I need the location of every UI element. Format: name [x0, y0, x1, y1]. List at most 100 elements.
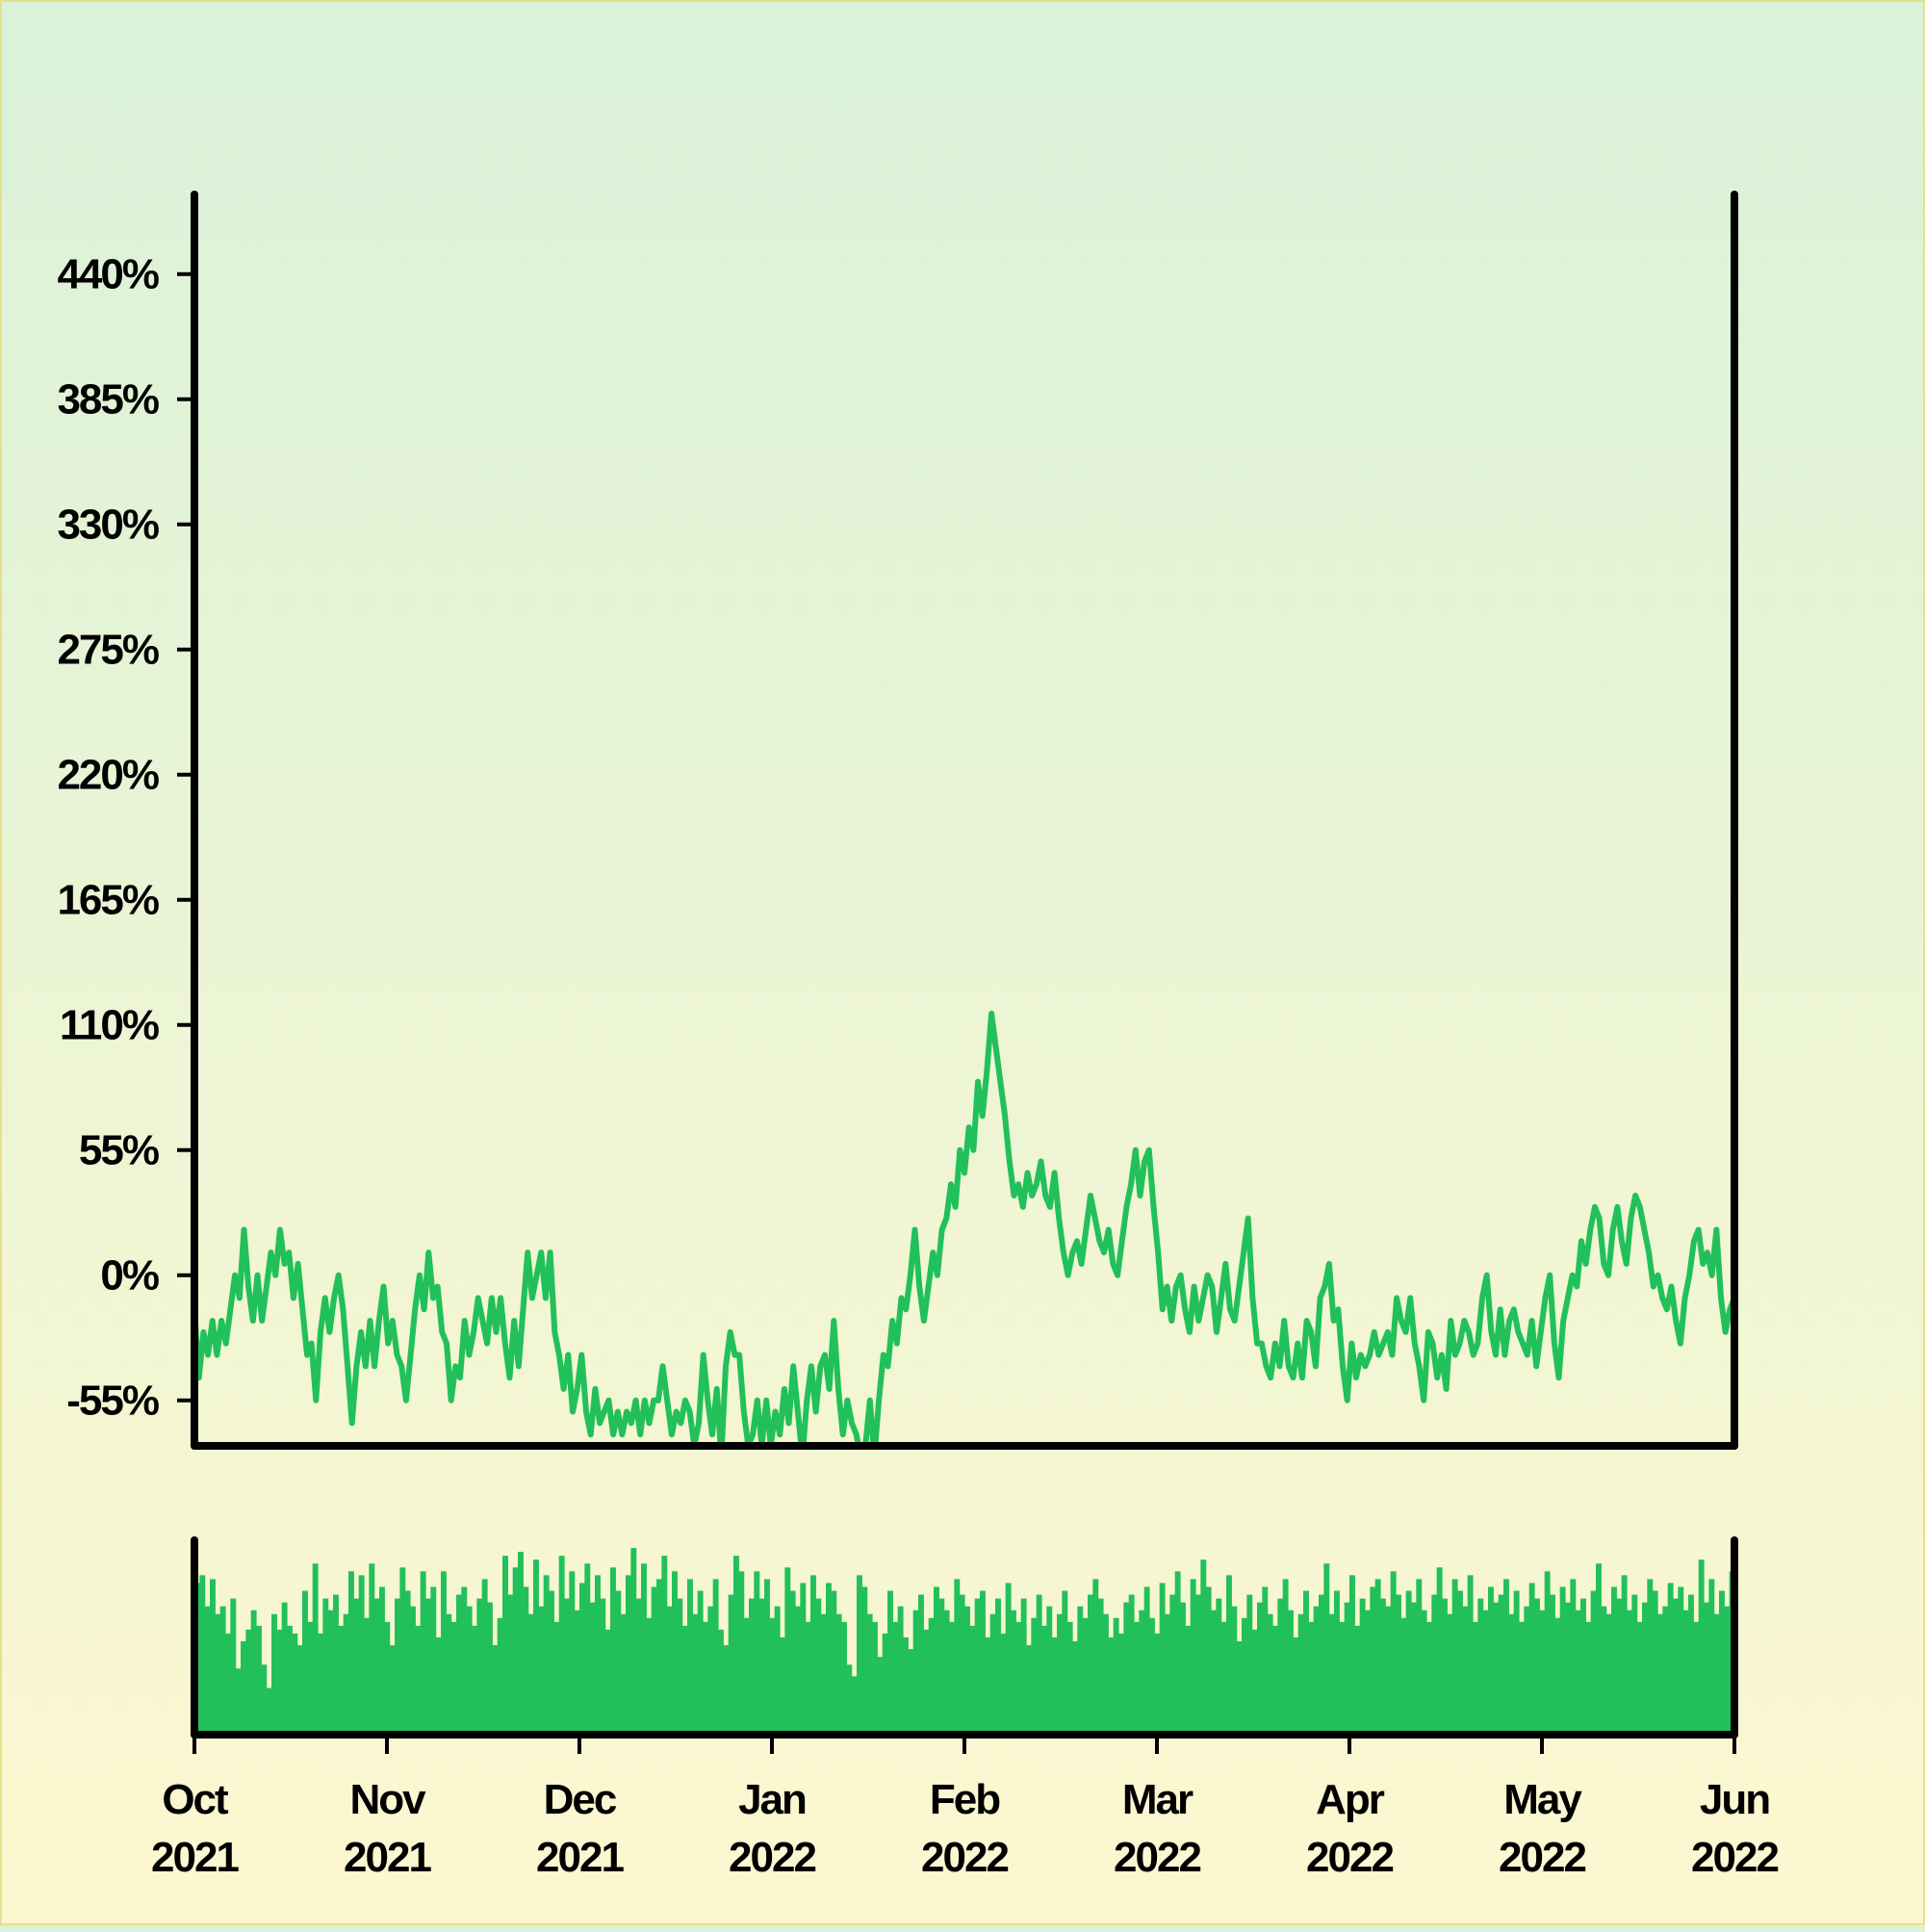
volume-bar: [1313, 1606, 1320, 1735]
volume-bar: [1246, 1594, 1253, 1735]
volume-bar: [415, 1625, 422, 1735]
volume-bar: [800, 1583, 807, 1735]
volume-bar: [1200, 1559, 1207, 1735]
volume-bar: [338, 1625, 345, 1735]
volume-bar: [861, 1586, 868, 1735]
volume-bar: [826, 1583, 832, 1735]
volume-bar: [912, 1610, 919, 1735]
volume-bar: [795, 1606, 801, 1735]
volume-bar: [1297, 1613, 1304, 1735]
volume-bar: [1046, 1606, 1053, 1735]
volume-bar: [333, 1594, 339, 1735]
volume-bar: [250, 1610, 257, 1735]
volume-bar: [1041, 1625, 1047, 1735]
volume-bar: [897, 1606, 904, 1735]
volume-bar: [1390, 1571, 1397, 1735]
volume-bar: [1498, 1594, 1504, 1735]
volume-bar: [476, 1598, 483, 1735]
volume-bar: [1652, 1590, 1658, 1735]
volume-bar: [764, 1579, 770, 1735]
volume-bar: [1323, 1563, 1330, 1735]
volume-bar: [712, 1579, 719, 1735]
volume-bar: [1128, 1594, 1135, 1735]
volume-bar: [1344, 1602, 1350, 1735]
volume-bar: [661, 1556, 668, 1735]
volume-bar: [1174, 1571, 1181, 1735]
volume-bar: [1066, 1621, 1073, 1735]
volume-bar: [1431, 1594, 1438, 1735]
volume-bar: [1051, 1637, 1058, 1735]
volume-bar: [533, 1559, 539, 1735]
volume-bar: [358, 1575, 365, 1735]
x-tick-month: Feb: [930, 1776, 1000, 1823]
volume-bar: [980, 1590, 986, 1735]
volume-bar: [857, 1575, 862, 1735]
volume-bar: [1519, 1621, 1525, 1735]
volume-bar: [969, 1625, 976, 1735]
volume-bar: [651, 1586, 657, 1735]
volume-bar: [1011, 1610, 1016, 1735]
volume-bar: [1565, 1602, 1571, 1735]
volume-bar: [364, 1617, 370, 1735]
volume-bar: [877, 1657, 884, 1735]
volume-bar: [502, 1556, 508, 1735]
volume-bar: [697, 1590, 704, 1735]
volume-bar: [1447, 1613, 1453, 1735]
x-tick-year: 2021: [151, 1834, 239, 1881]
volume-bar: [1216, 1598, 1222, 1735]
volume-bar: [1257, 1602, 1263, 1735]
volume-bar: [538, 1606, 545, 1735]
volume-bar: [851, 1676, 858, 1735]
volume-bar: [518, 1552, 524, 1735]
series-line: [194, 1010, 1734, 1446]
volume-bar: [615, 1590, 622, 1735]
volume-bar: [985, 1637, 991, 1735]
volume-bar: [1554, 1617, 1561, 1735]
volume-bar: [1503, 1579, 1509, 1735]
volume-bar: [928, 1617, 935, 1735]
volume-bar: [230, 1598, 237, 1735]
volume-bar: [805, 1621, 811, 1735]
volume-bar: [1396, 1594, 1401, 1735]
volume-bar: [1673, 1598, 1679, 1735]
volume-bar: [312, 1563, 319, 1735]
volume-bar: [626, 1575, 631, 1735]
volume-bar: [1698, 1559, 1705, 1735]
volume-bar: [1082, 1617, 1089, 1735]
volume-bar: [646, 1617, 653, 1735]
volume-bar: [487, 1602, 493, 1735]
volume-bar: [1180, 1602, 1186, 1735]
x-tick-year: 2021: [536, 1834, 624, 1881]
volume-bar: [892, 1621, 899, 1735]
volume-bar: [1477, 1598, 1484, 1735]
volume-bar: [399, 1567, 406, 1735]
volume-bar: [373, 1598, 380, 1735]
volume-bar: [1062, 1590, 1068, 1735]
volume-bar: [1570, 1579, 1577, 1735]
volume-bar: [1528, 1583, 1535, 1735]
volume-bar: [774, 1606, 781, 1735]
volume-bar: [261, 1664, 268, 1735]
y-tick-label: 275%: [57, 627, 158, 674]
volume-bar: [292, 1633, 298, 1735]
volume-bar: [404, 1590, 411, 1735]
y-tick-label: 385%: [57, 376, 158, 424]
volume-bar: [1580, 1598, 1586, 1735]
volume-bar: [266, 1687, 272, 1735]
volume-bar: [241, 1641, 246, 1735]
volume-bar: [446, 1613, 452, 1735]
volume-bar: [1088, 1594, 1093, 1735]
volume-bar: [558, 1556, 565, 1735]
volume-bar: [287, 1625, 293, 1735]
volume-bar: [1488, 1586, 1494, 1735]
volume-bar: [1226, 1575, 1232, 1735]
volume-bar: [1308, 1621, 1315, 1735]
volume-bar: [1678, 1586, 1684, 1735]
volume-bar: [1354, 1625, 1361, 1735]
volume-bar: [369, 1563, 375, 1735]
volume-bar: [302, 1590, 308, 1735]
volume-bar: [908, 1649, 914, 1735]
volume-bar: [430, 1586, 437, 1735]
volume-bar: [1236, 1641, 1243, 1735]
